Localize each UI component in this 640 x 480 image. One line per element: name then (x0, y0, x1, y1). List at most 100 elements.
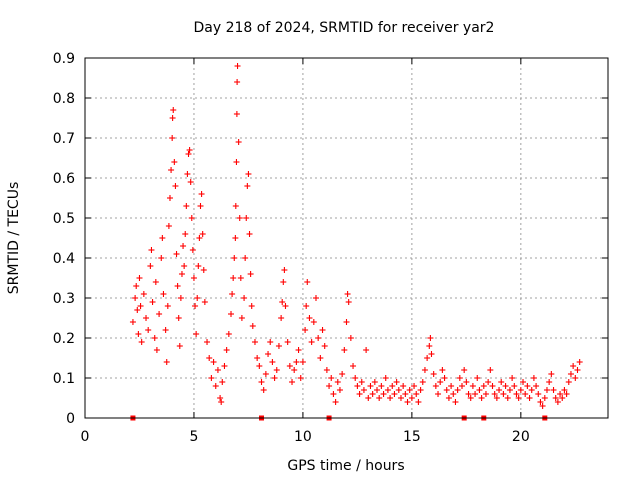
data-point (223, 347, 230, 353)
data-point (247, 271, 254, 277)
data-point (528, 387, 535, 393)
data-point (517, 387, 524, 393)
y-tick-label: 0.7 (53, 131, 75, 147)
data-point (234, 63, 241, 69)
data-point (273, 367, 280, 373)
data-point (520, 379, 527, 385)
data-point (162, 327, 169, 333)
data-point (195, 263, 202, 269)
data-point (395, 387, 402, 393)
data-point (218, 399, 225, 405)
data-point (184, 171, 191, 177)
data-point (206, 355, 213, 361)
data-point (228, 311, 235, 317)
data-point (231, 255, 238, 261)
data-point (190, 275, 197, 281)
chart-title: Day 218 of 2024, SRMTID for receiver yar… (194, 20, 495, 36)
data-point (543, 387, 550, 393)
data-point (452, 399, 459, 405)
data-point (344, 291, 351, 297)
data-point (404, 399, 411, 405)
data-point (417, 387, 424, 393)
data-point (487, 367, 494, 373)
data-point (251, 339, 258, 345)
y-tick-label: 0.8 (53, 91, 75, 107)
data-point (189, 247, 196, 253)
data-point (174, 283, 181, 289)
data-point (360, 387, 367, 393)
data-point (238, 315, 245, 321)
data-point (389, 383, 396, 389)
data-point (160, 291, 167, 297)
data-point (293, 359, 300, 365)
plot-frame (84, 57, 609, 419)
data-point (136, 275, 143, 281)
data-point (321, 343, 328, 349)
data-point (173, 251, 180, 257)
data-point (369, 391, 376, 397)
data-point (234, 79, 241, 85)
data-point (384, 387, 391, 393)
data-point (151, 335, 158, 341)
data-point (480, 383, 487, 389)
data-point (282, 303, 289, 309)
data-point (498, 379, 505, 385)
data-point (245, 171, 252, 177)
data-point (552, 395, 559, 401)
data-point (472, 391, 479, 397)
data-point (441, 375, 448, 381)
data-point (135, 331, 142, 337)
data-point (469, 383, 476, 389)
data-point (439, 367, 446, 373)
data-point (181, 263, 188, 269)
data-point (188, 215, 195, 221)
data-point (237, 275, 244, 281)
data-point (168, 167, 175, 173)
data-point (145, 327, 152, 333)
data-point (465, 391, 472, 397)
data-point (557, 391, 564, 397)
data-point (148, 247, 155, 253)
data-point (513, 391, 520, 397)
data-point (352, 375, 359, 381)
x-tick-label: 20 (512, 429, 530, 445)
data-point (140, 291, 147, 297)
data-point (400, 383, 407, 389)
data-point (378, 383, 385, 389)
data-point (217, 395, 224, 401)
data-point (461, 367, 468, 373)
data-point (152, 279, 159, 285)
data-point (132, 295, 139, 301)
data-point (323, 367, 330, 373)
data-point (134, 307, 141, 313)
data-point (350, 363, 357, 369)
data-point (129, 319, 136, 325)
data-point (406, 387, 413, 393)
data-point (172, 183, 179, 189)
data-point (339, 371, 346, 377)
data-point (563, 391, 570, 397)
data-point (524, 383, 531, 389)
data-point (561, 387, 568, 393)
data-point (308, 339, 315, 345)
data-point (153, 347, 160, 353)
data-point (233, 159, 240, 165)
data-point (275, 343, 282, 349)
data-point (147, 263, 154, 269)
data-point (210, 359, 217, 365)
data-point (576, 359, 583, 365)
data-point (330, 391, 337, 397)
data-point (356, 391, 363, 397)
data-point (424, 355, 431, 361)
y-tick-label: 0.2 (53, 331, 75, 347)
data-point (271, 375, 278, 381)
data-point (467, 395, 474, 401)
data-point (214, 367, 221, 373)
data-point (241, 295, 248, 301)
data-point (456, 375, 463, 381)
data-point (312, 295, 319, 301)
y-tick-label: 0.6 (53, 171, 75, 187)
data-point (535, 391, 542, 397)
data-point (304, 279, 311, 285)
data-point (170, 107, 177, 113)
